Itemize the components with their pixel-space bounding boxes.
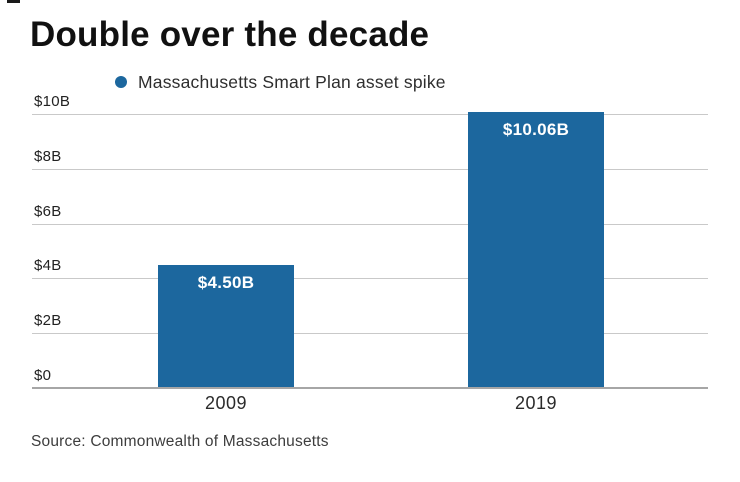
source-note: Source: Commonwealth of Massachusetts: [31, 433, 329, 450]
bar-2019: $10.06B: [468, 112, 604, 388]
gridline: [32, 333, 708, 335]
y-tick-label: $6B: [34, 202, 62, 220]
corner-artifact: [7, 0, 20, 3]
legend-marker-icon: [115, 76, 127, 88]
y-tick-label: $2B: [34, 312, 62, 330]
y-tick-label: $10B: [34, 93, 71, 110]
bar-value-label: $4.50B: [197, 272, 255, 292]
gridline: [32, 114, 708, 115]
gridline: [32, 223, 708, 225]
gridline: [32, 278, 708, 280]
y-tick-label: $0: [34, 367, 52, 384]
x-tick-label: 2009: [204, 393, 248, 413]
chart-title: Double over the decade: [30, 15, 430, 54]
y-tick-label: $8B: [34, 147, 62, 165]
legend-label: Massachusetts Smart Plan asset spike: [138, 71, 446, 92]
legend: Massachusetts Smart Plan asset spike: [115, 72, 446, 92]
bar-2009: $4.50B: [158, 264, 294, 388]
x-tick-label: 2019: [514, 393, 558, 413]
y-tick-label: $4B: [34, 257, 62, 275]
x-axis-line: [32, 387, 708, 389]
gridline: [32, 168, 708, 170]
bar-value-label: $10.06B: [502, 120, 570, 140]
